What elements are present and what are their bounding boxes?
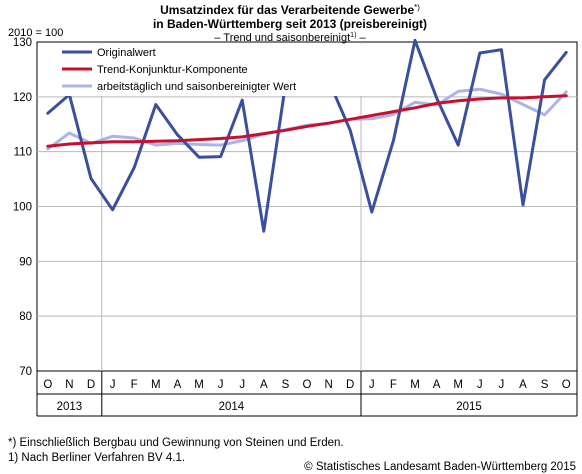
legend-label-saisonbereinigt: arbeitstäglich und saisonbereinigter Wer… <box>97 81 296 93</box>
x-tick-label: D <box>87 379 95 391</box>
year-label-2015: 2015 <box>456 401 482 413</box>
y-tick-label-120: 120 <box>13 92 32 104</box>
legend-label-originalwert: Originalwert <box>97 47 156 59</box>
x-tick-label: O <box>562 379 571 391</box>
y-tick-label-110: 110 <box>14 147 32 159</box>
x-tick-label: A <box>433 379 441 391</box>
footnote-2: 1) Nach Berliner Verfahren BV 4.1. <box>8 452 185 464</box>
x-tick-label: F <box>131 379 138 391</box>
x-tick-label: A <box>260 379 268 391</box>
year-label-2014: 2014 <box>219 401 245 413</box>
x-tick-label: O <box>303 379 312 391</box>
legend-label-trend: Trend-Konjunktur-Komponente <box>97 64 248 76</box>
series-line-1 <box>46 94 568 148</box>
x-tick-label: A <box>174 379 182 391</box>
footnote-1: *) Einschließlich Bergbau und Gewinnung … <box>8 437 344 449</box>
x-tick-label: A <box>519 379 527 391</box>
x-tick-label: S <box>541 379 549 391</box>
x-tick-label: M <box>151 379 161 391</box>
x-tick-label: J <box>110 379 116 391</box>
chart-title-line1: Umsatzindex für das Verarbeitende Gewerb… <box>160 3 420 17</box>
x-tick-label: S <box>282 379 290 391</box>
year-label-2013: 2013 <box>57 401 83 413</box>
x-tick-label: J <box>239 379 245 391</box>
legend: Originalwert Trend-Konjunktur-Komponente… <box>58 44 366 96</box>
y-tick-label-90: 90 <box>19 256 32 268</box>
x-tick-label: O <box>43 379 52 391</box>
y-tick-label-100: 100 <box>13 202 32 214</box>
x-tick-label: N <box>324 379 332 391</box>
chart-subtitle: – Trend und saisonbereinigt1) – <box>214 32 366 44</box>
copyright: © Statistisches Landesamt Baden-Württemb… <box>304 461 576 473</box>
y-tick-label-70: 70 <box>19 366 32 378</box>
x-tick-label: M <box>453 379 463 391</box>
x-tick-label: J <box>499 379 505 391</box>
x-tick-label: J <box>477 379 483 391</box>
x-tick-label: N <box>65 379 73 391</box>
x-tick-label: D <box>346 379 354 391</box>
x-tick-label: F <box>390 379 397 391</box>
x-tick-label: M <box>194 379 204 391</box>
legend-background <box>58 44 366 96</box>
y-tick-label-80: 80 <box>19 311 32 323</box>
chart-title-line2: in Baden-Württemberg seit 2013 (preisber… <box>153 17 427 31</box>
y-axis-unit-label: 2010 = 100 <box>8 27 63 39</box>
x-tick-label: J <box>369 379 375 391</box>
x-tick-label: J <box>218 379 224 391</box>
x-tick-label: M <box>410 379 420 391</box>
y-tick-label-130: 130 <box>13 37 32 49</box>
y-axis-ticks: 70 80 90 100 110 120 130 <box>13 37 32 378</box>
grid-lines <box>37 42 577 371</box>
